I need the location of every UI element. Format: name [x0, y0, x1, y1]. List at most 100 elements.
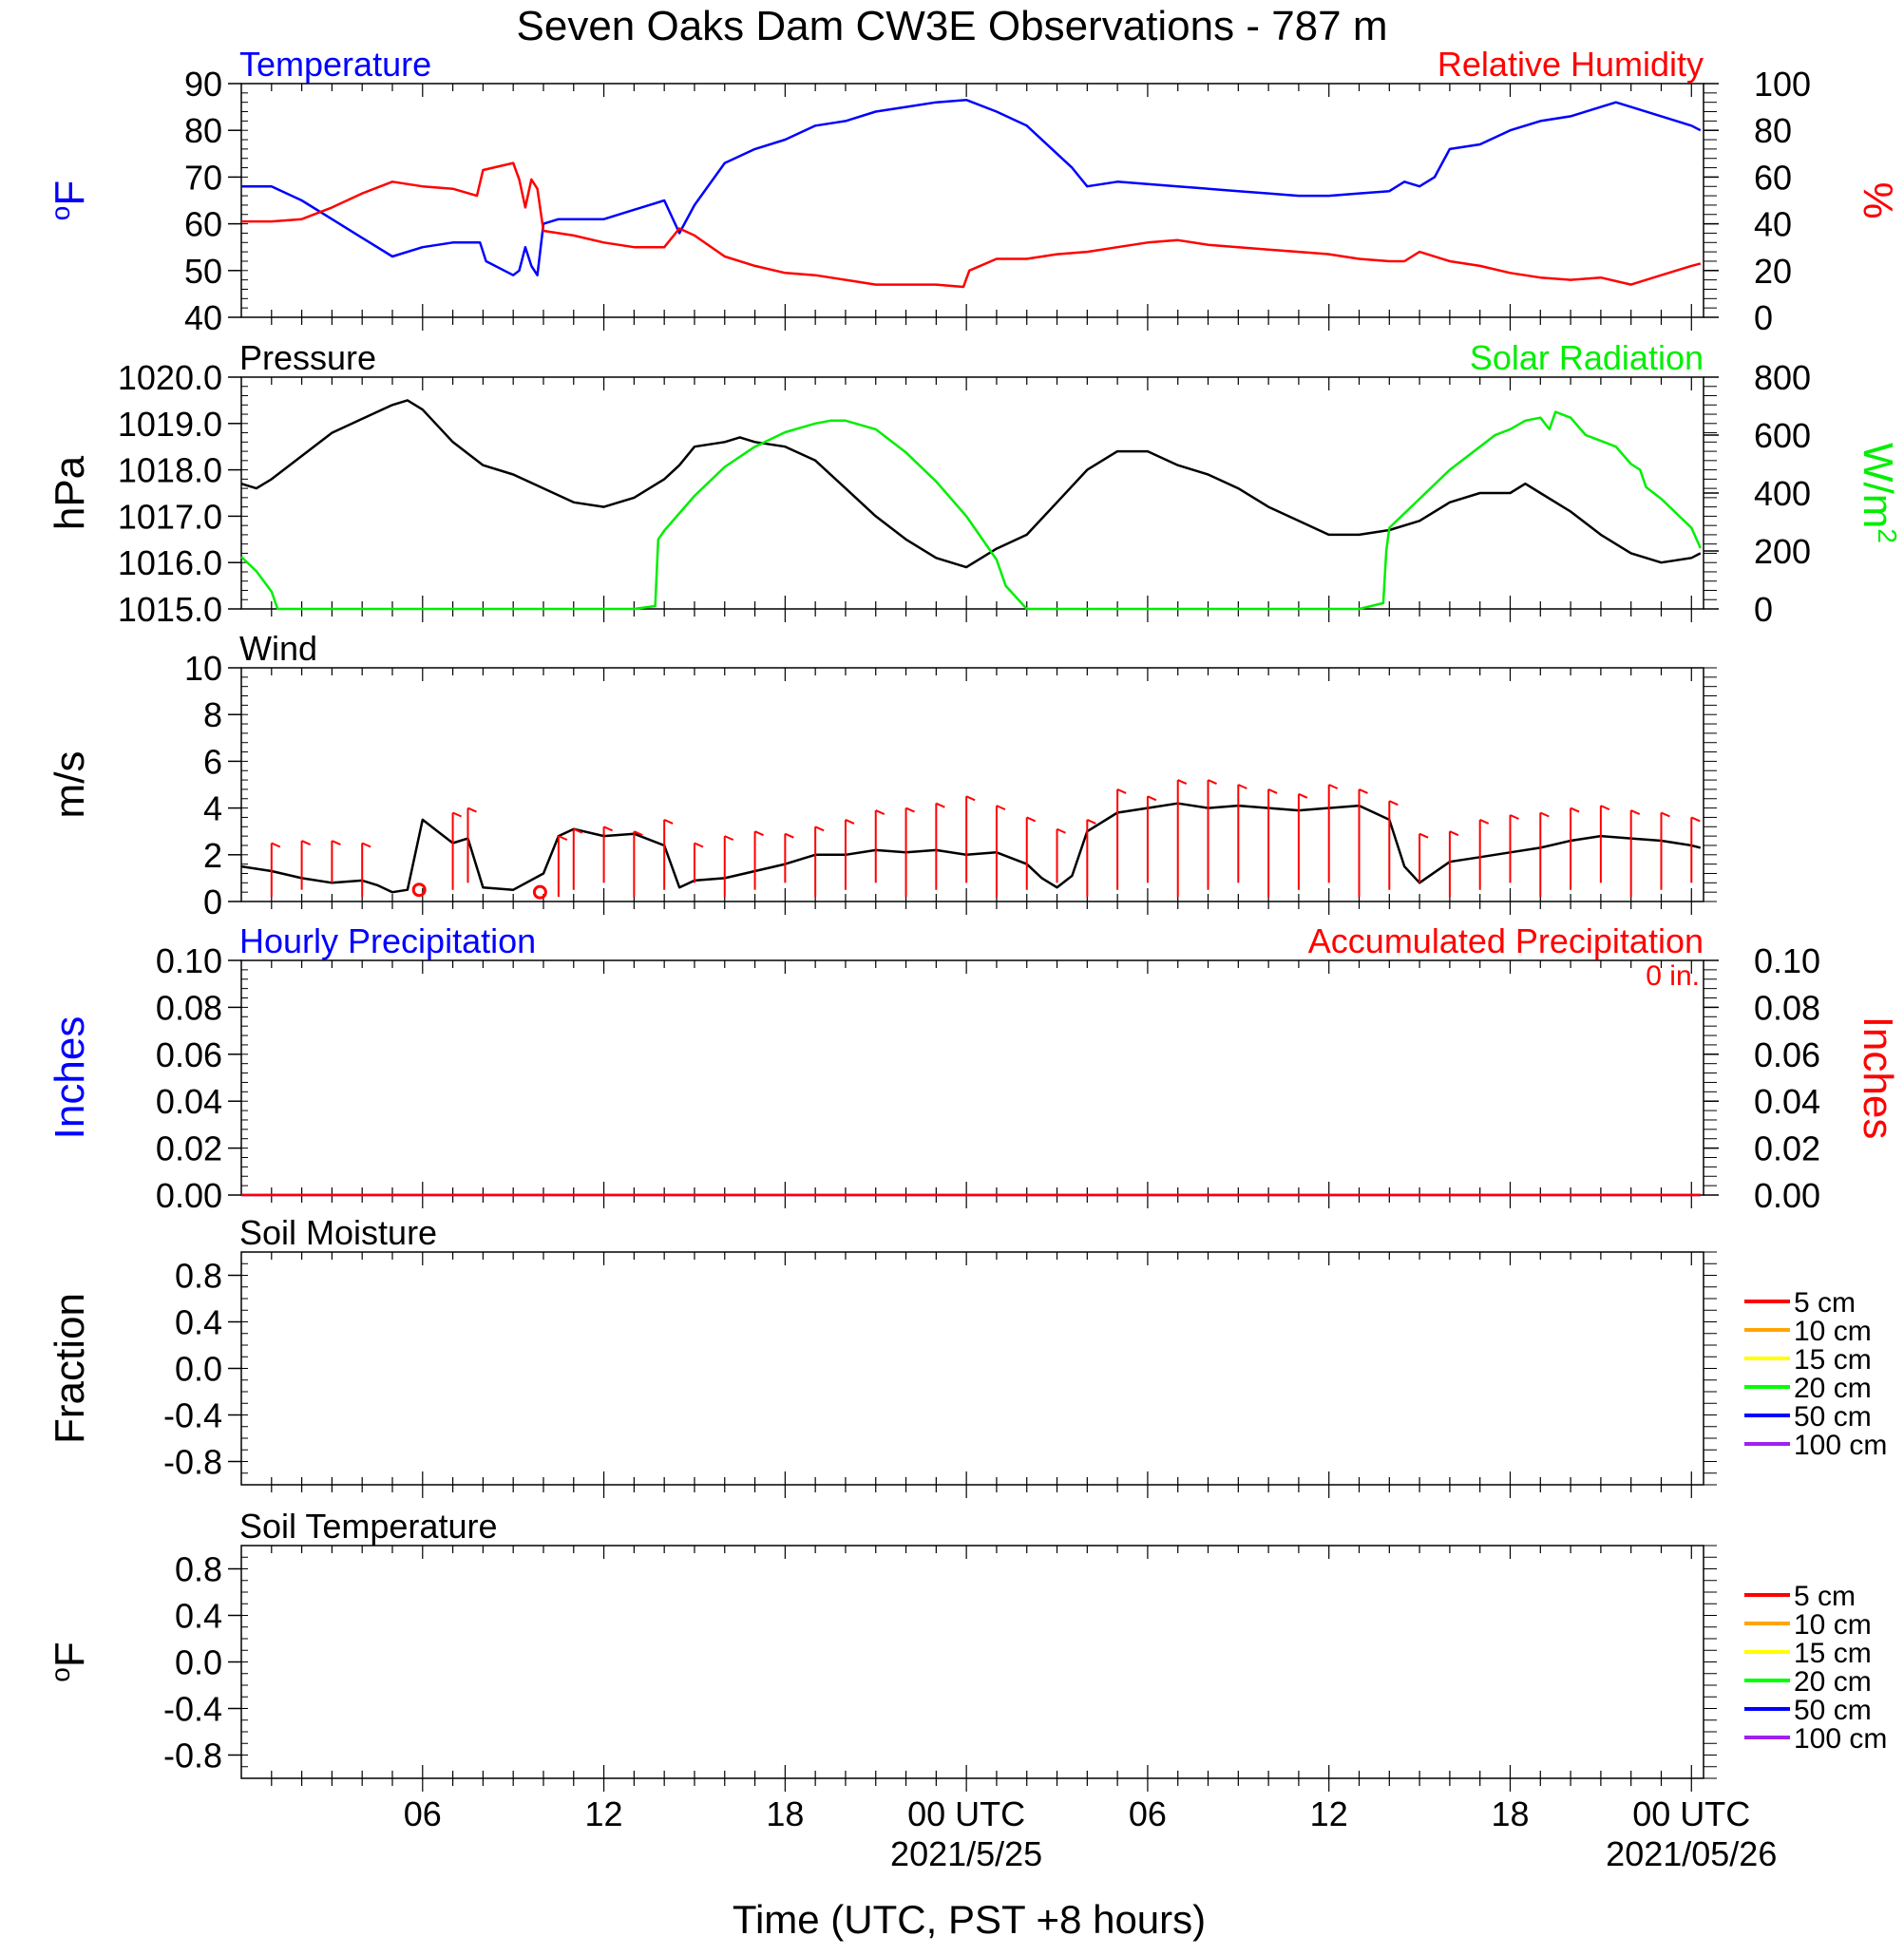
x-tick-date-label: 2021/5/25 — [890, 1834, 1042, 1873]
wind-barb-flag — [846, 820, 854, 824]
x-axis-title: Time (UTC, PST +8 hours) — [733, 1897, 1206, 1942]
y-axis-title-left: oF — [46, 1642, 94, 1681]
wind-barb-flag — [1148, 796, 1156, 800]
y-tick-label-left: 0.4 — [175, 1597, 222, 1636]
wind-barb-flag — [966, 796, 975, 800]
calm-wind-circle — [534, 886, 545, 898]
y-tick-label-right: 60 — [1754, 158, 1792, 197]
legend-label: 5 cm — [1794, 1287, 1856, 1319]
wind-barb-flag — [755, 831, 764, 835]
series-line — [241, 163, 1701, 287]
y-axis-title-left-group: oF — [46, 180, 94, 220]
y-axis-title-right: Inches — [1855, 1016, 1901, 1140]
panel-frame — [241, 1546, 1704, 1778]
x-tick-label: 18 — [1491, 1794, 1529, 1833]
y-tick-label-right: 800 — [1754, 358, 1811, 397]
y-tick-label-left: 70 — [184, 158, 222, 197]
y-tick-label-right: 0.10 — [1754, 941, 1820, 980]
legend-label: 15 cm — [1794, 1638, 1872, 1669]
y-tick-label-left: 0.08 — [156, 988, 222, 1027]
y-tick-label-left: 0.02 — [156, 1129, 222, 1168]
precip-annotation: 0 in. — [1646, 960, 1700, 992]
y-tick-label-left: 8 — [203, 695, 222, 734]
y-axis-title-left-group: oF — [46, 1642, 94, 1681]
legend-label: 100 cm — [1794, 1723, 1887, 1755]
y-axis-title-left-group: Inches — [47, 1016, 93, 1140]
y-tick-label-right: 0.04 — [1754, 1082, 1820, 1121]
x-tick-label: 12 — [1310, 1794, 1348, 1833]
legend-label: 20 cm — [1794, 1666, 1872, 1698]
wind-barb-flag — [1480, 820, 1489, 824]
y-tick-label-left: 2 — [203, 836, 222, 875]
wind-barb-flag — [936, 804, 944, 807]
panel-title-left: Temperature — [239, 45, 431, 84]
wind-barb-flag — [906, 808, 915, 812]
series-line — [241, 100, 1701, 275]
y-axis-title-left: hPa — [47, 455, 93, 530]
y-tick-label-right: 200 — [1754, 532, 1811, 571]
wind-barb-flag — [559, 836, 567, 840]
legend-label: 50 cm — [1794, 1401, 1872, 1433]
wind-barb-flag — [1209, 780, 1217, 784]
y-axis-title-right: W/m2 — [1855, 443, 1903, 543]
panel-title-left: Hourly Precipitation — [239, 921, 536, 960]
panel-title-left: Soil Moisture — [239, 1213, 437, 1252]
x-tick-date-label: 2021/05/26 — [1606, 1834, 1777, 1873]
wind-barb-flag — [1117, 789, 1126, 793]
y-tick-label-left: 0.00 — [156, 1176, 222, 1215]
figure-title: Seven Oaks Dam CW3E Observations - 787 m — [517, 3, 1388, 49]
series-line — [241, 400, 1701, 567]
y-axis-title-left-group: Fraction — [47, 1293, 93, 1444]
legend-label: 100 cm — [1794, 1430, 1887, 1461]
panel-precipitation: 0.00 0.02 0.04 0.06 0.08 0.10 0.00 0.02 0.04 0.06… — [47, 921, 1901, 1215]
y-tick-label-left: 0.06 — [156, 1035, 222, 1074]
y-tick-label-left: 1018.0 — [118, 451, 222, 490]
y-axis-title-left: Inches — [47, 1016, 93, 1140]
legend-label: 20 cm — [1794, 1373, 1872, 1404]
y-axis-title-right-group: Inches — [1855, 1016, 1901, 1140]
y-tick-label-right: 100 — [1754, 65, 1811, 104]
legend-label: 10 cm — [1794, 1609, 1872, 1641]
y-tick-label-right: 0 — [1754, 298, 1773, 337]
wind-barb-flag — [1027, 817, 1036, 821]
x-tick-label: 12 — [585, 1794, 623, 1833]
wind-barb-flag — [1268, 789, 1277, 793]
y-tick-label-left: 80 — [184, 111, 222, 150]
wind-barb-flag — [272, 844, 280, 847]
panel-frame — [241, 84, 1704, 317]
wind-barb-flag — [604, 826, 613, 830]
wind-barb-flag — [302, 841, 311, 845]
panel-title-right: Solar Radiation — [1470, 338, 1704, 377]
y-tick-label-left: 50 — [184, 252, 222, 291]
y-axis-title-right: % — [1855, 181, 1901, 218]
y-tick-label-left: 1020.0 — [118, 358, 222, 397]
wind-barb-flag — [1057, 829, 1066, 833]
legend-label: 10 cm — [1794, 1316, 1872, 1347]
wind-barb-flag — [1238, 785, 1247, 788]
y-tick-label-left: 1016.0 — [118, 543, 222, 582]
y-tick-label-left: 1015.0 — [118, 590, 222, 629]
x-tick-label: 00 UTC — [907, 1794, 1025, 1833]
y-tick-label-left: 0.0 — [175, 1350, 222, 1389]
wind-barb-flag — [1389, 801, 1398, 805]
y-tick-label-left: -0.4 — [163, 1690, 222, 1729]
wind-barb-flag — [1360, 789, 1368, 793]
wind-barb-flag — [453, 813, 462, 817]
panel-title-right: Accumulated Precipitation — [1308, 921, 1704, 960]
wind-barb-flag — [1087, 820, 1095, 824]
y-tick-label-left: 6 — [203, 742, 222, 781]
wind-barb-flag — [664, 820, 673, 824]
wind-barb-flag — [1178, 780, 1187, 784]
series-line — [241, 412, 1701, 609]
panel-frame — [241, 668, 1704, 902]
y-tick-label-left: 1019.0 — [118, 405, 222, 444]
y-tick-label-right: 0.08 — [1754, 988, 1820, 1027]
panel-title-left: Soil Temperature — [239, 1507, 497, 1546]
panel-frame — [241, 1252, 1704, 1485]
wind-barb-flag — [1329, 785, 1338, 788]
wind-barb-flag — [1661, 813, 1669, 817]
